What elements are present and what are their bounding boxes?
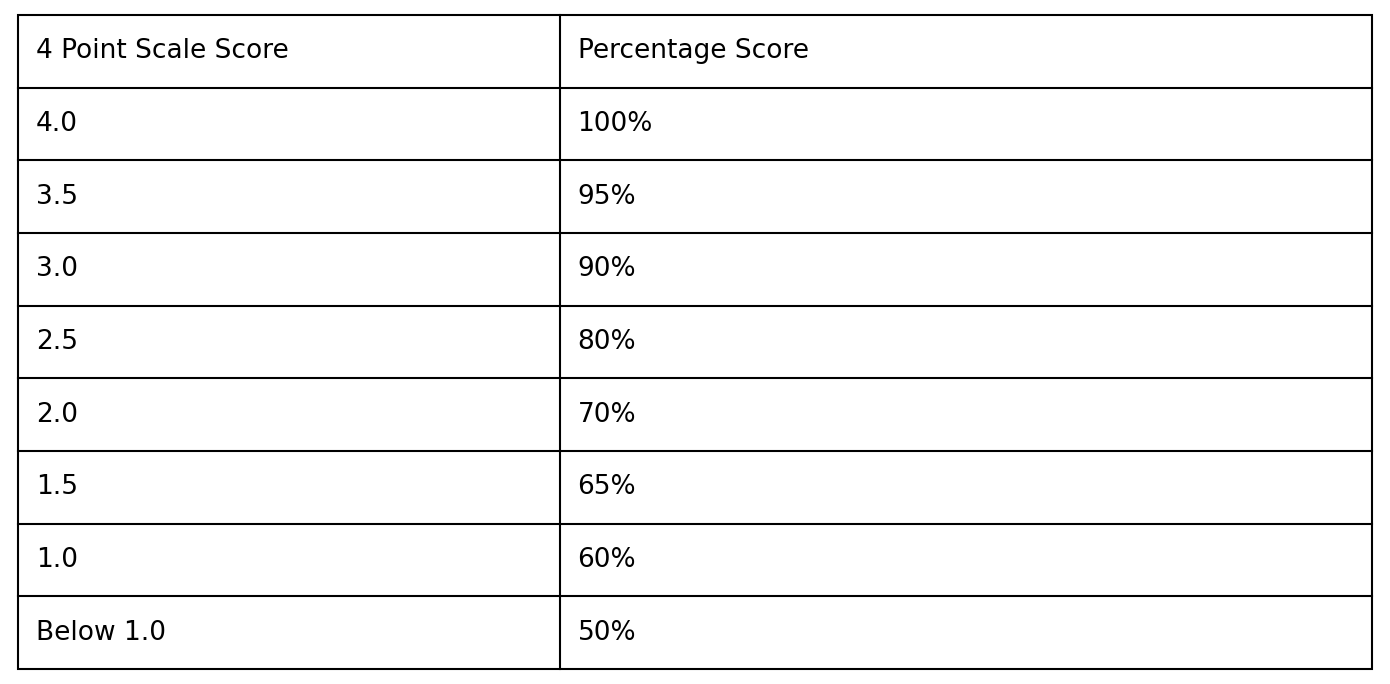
Text: Percentage Score: Percentage Score: [578, 38, 809, 64]
Text: Below 1.0: Below 1.0: [36, 620, 165, 646]
Text: 2.5: 2.5: [36, 329, 78, 355]
Text: 2.0: 2.0: [36, 402, 78, 428]
Text: 1.0: 1.0: [36, 547, 78, 573]
Text: 4.0: 4.0: [36, 111, 78, 137]
Text: 95%: 95%: [578, 184, 637, 210]
Text: 65%: 65%: [578, 474, 637, 500]
Text: 90%: 90%: [578, 256, 637, 282]
Text: 100%: 100%: [578, 111, 653, 137]
Text: 50%: 50%: [578, 620, 637, 646]
Text: 3.0: 3.0: [36, 256, 78, 282]
Text: 4 Point Scale Score: 4 Point Scale Score: [36, 38, 289, 64]
Text: 60%: 60%: [578, 547, 637, 573]
Text: 3.5: 3.5: [36, 184, 78, 210]
Text: 1.5: 1.5: [36, 474, 78, 500]
Text: 80%: 80%: [578, 329, 637, 355]
Text: 70%: 70%: [578, 402, 637, 428]
